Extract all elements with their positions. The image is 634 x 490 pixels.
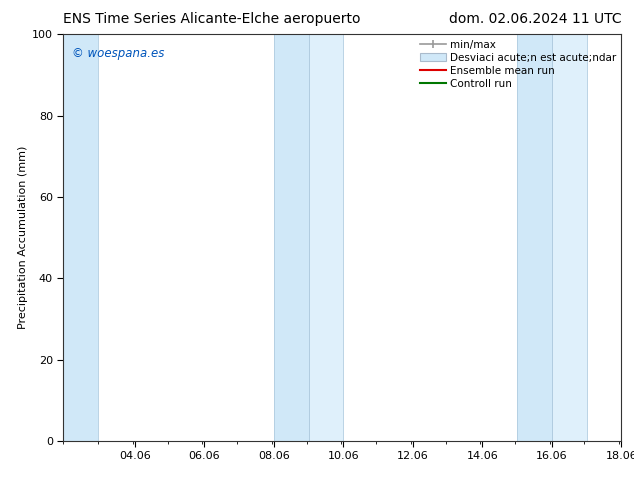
Y-axis label: Precipitation Accumulation (mm): Precipitation Accumulation (mm) — [18, 146, 28, 329]
Bar — [517, 34, 552, 441]
Text: ENS Time Series Alicante-Elche aeropuerto: ENS Time Series Alicante-Elche aeropuert… — [63, 12, 361, 26]
Bar — [309, 34, 344, 441]
Legend: min/max, Desviaci acute;n est acute;ndar, Ensemble mean run, Controll run: min/max, Desviaci acute;n est acute;ndar… — [420, 40, 616, 89]
Bar — [274, 34, 309, 441]
Bar — [63, 34, 98, 441]
Text: dom. 02.06.2024 11 UTC: dom. 02.06.2024 11 UTC — [449, 12, 621, 26]
Bar — [552, 34, 586, 441]
Text: © woespana.es: © woespana.es — [72, 47, 164, 59]
